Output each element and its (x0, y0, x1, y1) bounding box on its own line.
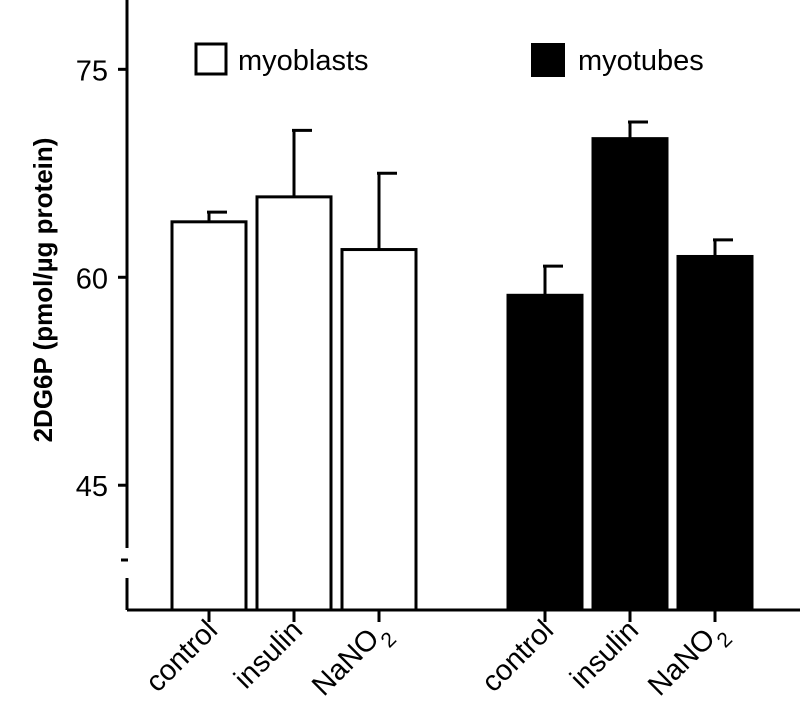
y-tick-label: 75 (76, 55, 108, 87)
legend-label-myoblasts: myoblasts (238, 45, 369, 77)
category-label-myoblasts-2: NaNO2 (306, 614, 401, 709)
legend-label-myotubes: myotubes (578, 45, 704, 77)
y-tick-label: 60 (76, 263, 108, 295)
bar-myotubes-0 (506, 293, 584, 612)
bar-myoblasts-1 (255, 195, 333, 612)
bar-myotubes-2 (676, 254, 754, 612)
category-label-myotubes-1: insulin (564, 614, 645, 695)
bar-myoblasts-2 (340, 248, 418, 612)
error-bars (207, 120, 733, 296)
category-label-myotubes-0: control (476, 614, 560, 698)
category-label-myoblasts-0: control (140, 614, 224, 698)
category-label-myoblasts-1: insulin (228, 614, 309, 695)
bar-myoblasts-0 (170, 220, 248, 612)
category-label-myotubes-2: NaNO2 (642, 614, 737, 709)
y-tick-label: 45 (76, 471, 108, 503)
legend-swatch-myotubes (531, 43, 565, 77)
legend: myoblasts myotubes (194, 42, 704, 77)
y-axis-label: 2DG6P (pmol/µg protein) (28, 138, 58, 443)
legend-swatch-myoblasts (194, 42, 228, 76)
bar-myotubes-1 (591, 137, 669, 612)
bars (170, 137, 754, 612)
